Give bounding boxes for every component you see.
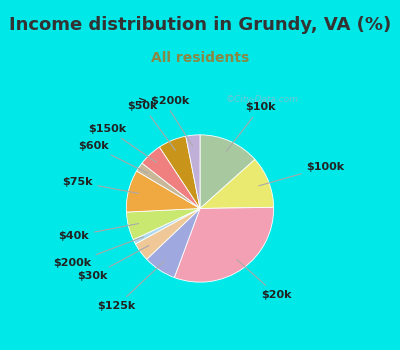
Text: $200k: $200k (54, 237, 144, 268)
Text: $60k: $60k (78, 141, 148, 173)
Wedge shape (186, 135, 200, 209)
Wedge shape (200, 135, 255, 209)
Text: $20k: $20k (237, 260, 292, 300)
Text: All residents: All residents (151, 51, 249, 65)
Text: $50k: $50k (128, 101, 176, 150)
Text: $125k: $125k (97, 261, 165, 311)
Wedge shape (142, 147, 200, 209)
Wedge shape (147, 209, 200, 278)
Wedge shape (136, 209, 200, 259)
Text: > $200k: > $200k (138, 96, 193, 146)
Text: $150k: $150k (88, 124, 157, 162)
Wedge shape (174, 207, 274, 282)
Text: $40k: $40k (58, 224, 139, 241)
Text: ©City-Data.com: ©City-Data.com (226, 95, 299, 104)
Text: $10k: $10k (226, 102, 276, 151)
Text: Income distribution in Grundy, VA (%): Income distribution in Grundy, VA (%) (9, 16, 391, 34)
Wedge shape (126, 209, 200, 240)
Wedge shape (200, 160, 274, 209)
Wedge shape (133, 209, 200, 244)
Wedge shape (137, 163, 200, 209)
Text: $30k: $30k (77, 245, 149, 281)
Text: $75k: $75k (62, 177, 139, 194)
Wedge shape (160, 136, 200, 209)
Wedge shape (126, 171, 200, 212)
Text: $100k: $100k (259, 162, 345, 186)
